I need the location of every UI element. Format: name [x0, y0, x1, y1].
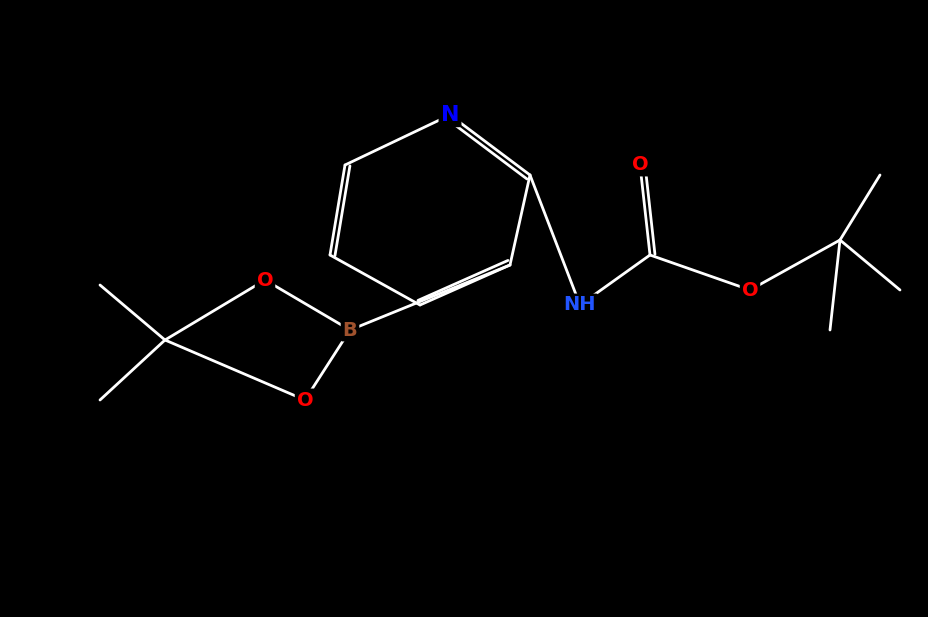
Text: O: O	[296, 391, 313, 410]
Text: NH: NH	[563, 296, 596, 315]
Text: B: B	[342, 320, 357, 339]
Text: N: N	[440, 105, 458, 125]
Text: O: O	[741, 281, 757, 299]
Text: O: O	[256, 270, 273, 289]
Text: O: O	[631, 155, 648, 175]
